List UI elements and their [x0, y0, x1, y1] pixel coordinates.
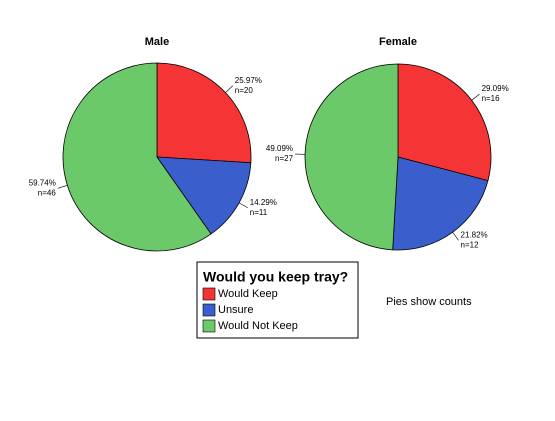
- chart-title: Male: [145, 36, 169, 48]
- legend-swatch: [202, 319, 216, 333]
- value-label: n=46: [38, 188, 57, 197]
- value-label: n=27: [275, 154, 294, 163]
- percent-label: 59.74%: [29, 178, 56, 187]
- value-label: n=11: [250, 208, 268, 217]
- value-label: n=12: [461, 240, 480, 249]
- leader-line: [452, 232, 459, 241]
- leader-line: [57, 185, 68, 189]
- percent-label: 14.29%: [250, 198, 277, 207]
- legend-label: Unsure: [218, 304, 253, 316]
- leader-line: [238, 202, 248, 209]
- legend-label: Would Keep: [218, 288, 278, 300]
- percent-label: 21.82%: [461, 230, 488, 239]
- leader-line: [471, 93, 480, 101]
- legend-box: [196, 261, 359, 339]
- value-label: n=20: [235, 86, 254, 95]
- pie-slice: [392, 156, 489, 251]
- leader-line: [225, 85, 233, 93]
- percent-label: 25.97%: [235, 76, 262, 85]
- chart-title: Female: [379, 36, 417, 48]
- percent-label: 29.09%: [482, 84, 509, 93]
- legend-swatch: [202, 287, 216, 301]
- note: Pies show counts: [386, 296, 472, 308]
- value-label: n=16: [482, 94, 501, 103]
- pie-slice: [304, 63, 399, 251]
- legend-swatch: [202, 303, 216, 317]
- pie-slice: [156, 156, 252, 235]
- pie-slice: [156, 62, 252, 164]
- percent-label: 49.09%: [266, 144, 293, 153]
- legend-title: Would you keep tray?: [203, 269, 348, 285]
- legend-label: Would Not Keep: [218, 320, 298, 332]
